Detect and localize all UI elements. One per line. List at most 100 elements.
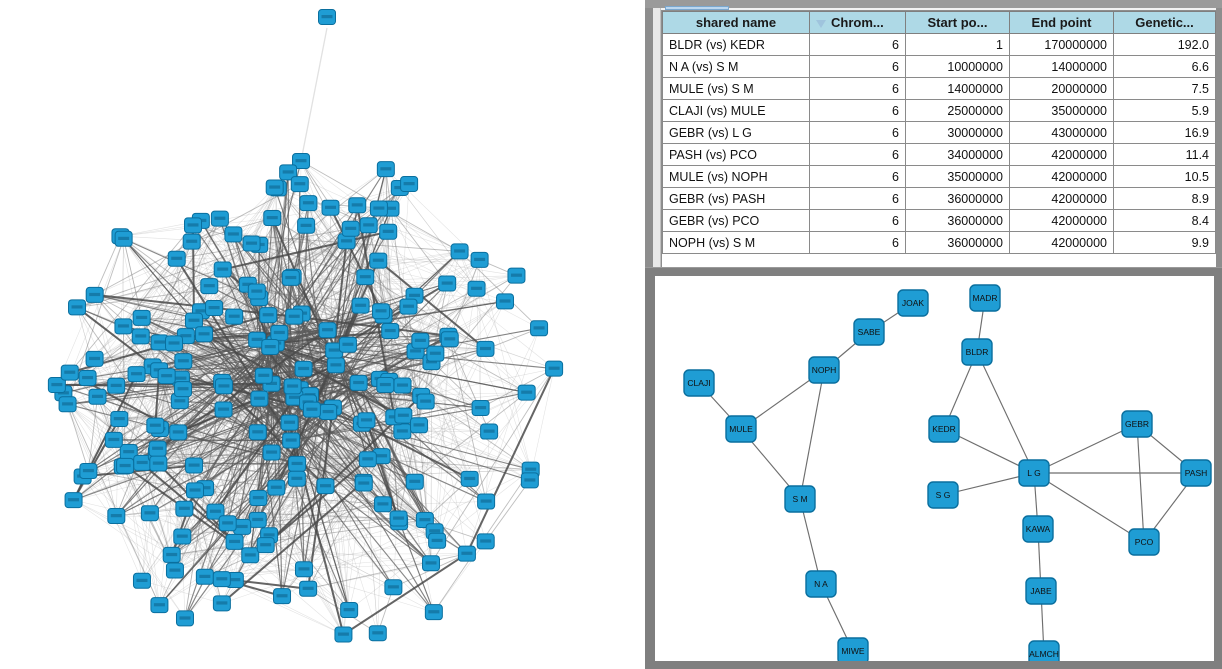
cell-end_point[interactable]: 14000000 (1009, 55, 1114, 78)
node-noph[interactable]: NOPH (808, 356, 840, 384)
cell-shared_name[interactable]: MULE (vs) S M (662, 77, 810, 100)
cell-chromosome[interactable]: 6 (809, 33, 906, 56)
node-joak[interactable]: JOAK (897, 289, 929, 317)
edge[interactable] (799, 369, 825, 500)
node-pco[interactable]: PCO (1128, 528, 1160, 556)
node-shape[interactable] (683, 369, 715, 397)
node-kawa[interactable]: KAWA (1022, 515, 1054, 543)
node-shape[interactable] (837, 637, 869, 661)
node-shape[interactable] (961, 338, 993, 366)
node-shape[interactable] (784, 485, 816, 513)
node-shape[interactable] (805, 570, 837, 598)
edge[interactable] (1033, 472, 1145, 543)
sub-network-panel[interactable]: JOAK MADR SABE BLDR NOPH CLAJI GEBR KEDR MULE L G… (645, 268, 1222, 669)
cell-genetic[interactable]: 8.4 (1113, 209, 1216, 232)
cell-start_point[interactable]: 36000000 (905, 187, 1010, 210)
cell-chromosome[interactable]: 6 (809, 143, 906, 166)
column-header-start-point[interactable]: Start po... (905, 11, 1010, 34)
cell-genetic[interactable]: 11.4 (1113, 143, 1216, 166)
node-madr[interactable]: MADR (969, 284, 1001, 312)
cell-end_point[interactable]: 170000000 (1009, 33, 1114, 56)
node-bldr[interactable]: BLDR (961, 338, 993, 366)
cell-end_point[interactable]: 42000000 (1009, 209, 1114, 232)
cell-chromosome[interactable]: 6 (809, 231, 906, 254)
table-row[interactable]: BLDR (vs) KEDR 6 1 170000000 192.0 (662, 33, 1216, 56)
node-shape[interactable] (1121, 410, 1153, 438)
edge-table-panel[interactable]: shared name Chrom... Start po... End poi… (645, 0, 1222, 270)
cell-chromosome[interactable]: 6 (809, 77, 906, 100)
edge[interactable] (799, 498, 822, 585)
cell-genetic[interactable]: 9.9 (1113, 231, 1216, 254)
table-row[interactable]: MULE (vs) S M 6 14000000 20000000 7.5 (662, 77, 1216, 100)
node-shape[interactable] (725, 415, 757, 443)
cell-shared_name[interactable]: N A (vs) S M (662, 55, 810, 78)
table-row[interactable]: GEBR (vs) PCO 6 36000000 42000000 8.4 (662, 209, 1216, 232)
sub-network-canvas[interactable]: JOAK MADR SABE BLDR NOPH CLAJI GEBR KEDR MULE L G… (655, 276, 1214, 661)
cell-end_point[interactable]: 42000000 (1009, 165, 1114, 188)
column-header-chromosome[interactable]: Chrom... (809, 11, 906, 34)
node-shape[interactable] (1128, 528, 1160, 556)
cell-start_point[interactable]: 36000000 (905, 209, 1010, 232)
table-viewport[interactable]: shared name Chrom... Start po... End poi… (661, 10, 1216, 268)
main-network-panel[interactable] (0, 0, 645, 669)
node-shape[interactable] (969, 284, 1001, 312)
cell-genetic[interactable]: 8.9 (1113, 187, 1216, 210)
column-header-genetic[interactable]: Genetic... (1113, 11, 1216, 34)
cell-end_point[interactable]: 42000000 (1009, 143, 1114, 166)
cell-shared_name[interactable]: BLDR (vs) KEDR (662, 33, 810, 56)
cell-chromosome[interactable]: 6 (809, 99, 906, 122)
node-s-m[interactable]: S M (784, 485, 816, 513)
cell-end_point[interactable]: 35000000 (1009, 99, 1114, 122)
cell-genetic[interactable]: 6.6 (1113, 55, 1216, 78)
node-mule[interactable]: MULE (725, 415, 757, 443)
cell-shared_name[interactable]: GEBR (vs) PCO (662, 209, 810, 232)
node-miwe[interactable]: MIWE (837, 637, 869, 661)
cell-shared_name[interactable]: CLAJI (vs) MULE (662, 99, 810, 122)
node-shape[interactable] (853, 318, 885, 346)
cell-shared_name[interactable]: GEBR (vs) PASH (662, 187, 810, 210)
cell-chromosome[interactable]: 6 (809, 187, 906, 210)
cell-shared_name[interactable]: GEBR (vs) L G (662, 121, 810, 144)
node-shape[interactable] (1018, 459, 1050, 487)
edge[interactable] (976, 351, 1035, 474)
node-pash[interactable]: PASH (1180, 459, 1212, 487)
cell-shared_name[interactable]: PASH (vs) PCO (662, 143, 810, 166)
table-vertical-scrollbar[interactable] (653, 8, 661, 270)
node-shape[interactable] (897, 289, 929, 317)
node-shape[interactable] (1028, 640, 1060, 661)
cell-start_point[interactable]: 10000000 (905, 55, 1010, 78)
cell-end_point[interactable]: 42000000 (1009, 187, 1114, 210)
edge[interactable] (1136, 423, 1145, 543)
cell-start_point[interactable]: 14000000 (905, 77, 1010, 100)
node-jabe[interactable]: JABE (1025, 577, 1057, 605)
edge[interactable] (1033, 423, 1138, 474)
node-shape[interactable] (1180, 459, 1212, 487)
cell-chromosome[interactable]: 6 (809, 165, 906, 188)
cell-genetic[interactable]: 10.5 (1113, 165, 1216, 188)
node-shape[interactable] (1025, 577, 1057, 605)
cell-genetic[interactable]: 16.9 (1113, 121, 1216, 144)
cell-end_point[interactable]: 43000000 (1009, 121, 1114, 144)
table-row[interactable]: CLAJI (vs) MULE 6 25000000 35000000 5.9 (662, 99, 1216, 122)
node-claji[interactable]: CLAJI (683, 369, 715, 397)
cell-chromosome[interactable]: 6 (809, 209, 906, 232)
cell-start_point[interactable]: 34000000 (905, 143, 1010, 166)
node-shape[interactable] (1022, 515, 1054, 543)
cell-genetic[interactable]: 7.5 (1113, 77, 1216, 100)
table-row[interactable]: NOPH (vs) S M 6 36000000 42000000 9.9 (662, 231, 1216, 254)
table-row[interactable]: N A (vs) S M 6 10000000 14000000 6.6 (662, 55, 1216, 78)
sub-network-graph[interactable]: JOAK MADR SABE BLDR NOPH CLAJI GEBR KEDR MULE L G… (655, 276, 1214, 661)
node-n-a[interactable]: N A (805, 570, 837, 598)
main-network-canvas[interactable] (0, 0, 645, 669)
table-row[interactable]: MULE (vs) NOPH 6 35000000 42000000 10.5 (662, 165, 1216, 188)
cell-genetic[interactable]: 192.0 (1113, 33, 1216, 56)
table-row[interactable]: GEBR (vs) L G 6 30000000 43000000 16.9 (662, 121, 1216, 144)
cell-start_point[interactable]: 35000000 (905, 165, 1010, 188)
node-shape[interactable] (927, 481, 959, 509)
cell-chromosome[interactable]: 6 (809, 121, 906, 144)
cell-start_point[interactable]: 25000000 (905, 99, 1010, 122)
node-sabe[interactable]: SABE (853, 318, 885, 346)
edge-attribute-table[interactable]: shared name Chrom... Start po... End poi… (662, 11, 1216, 254)
cell-start_point[interactable]: 36000000 (905, 231, 1010, 254)
cell-shared_name[interactable]: MULE (vs) NOPH (662, 165, 810, 188)
